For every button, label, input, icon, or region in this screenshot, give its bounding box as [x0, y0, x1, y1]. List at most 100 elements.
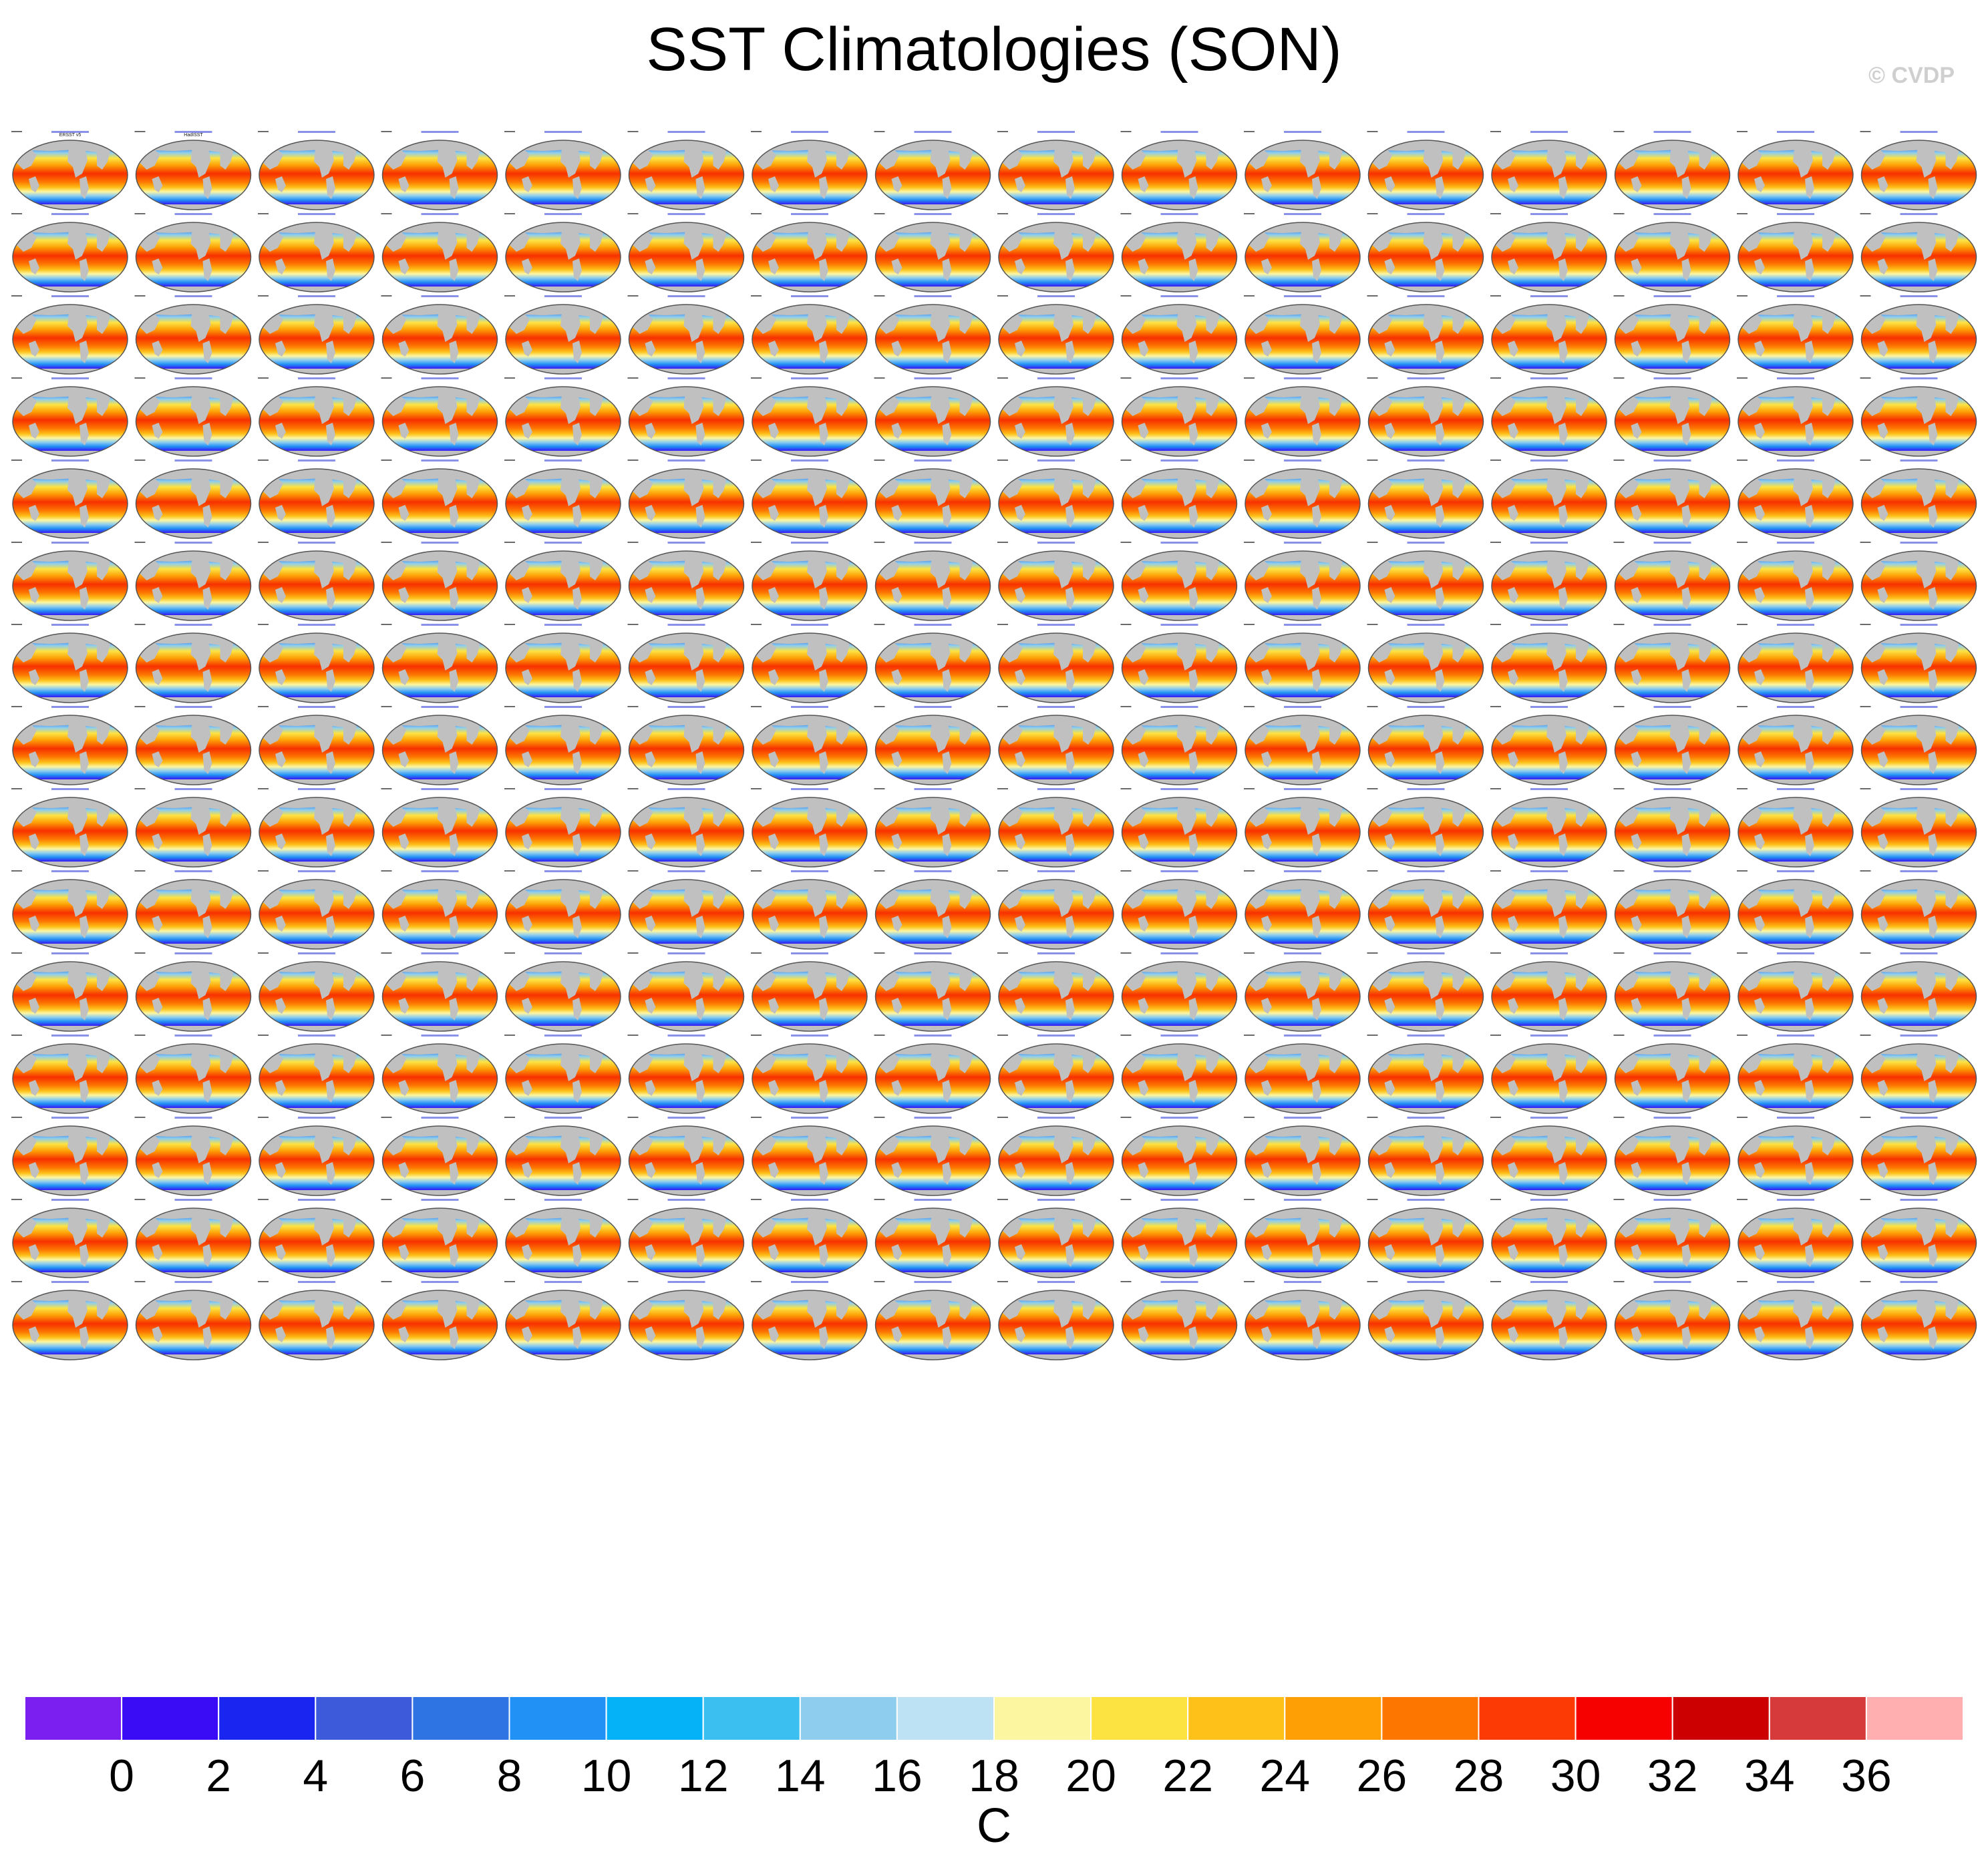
map-panel [1120, 1199, 1237, 1278]
map-panel [134, 1199, 251, 1278]
panel-side-mark [1120, 377, 1132, 379]
panel-side-mark [874, 1281, 885, 1282]
panel-side-mark [1490, 624, 1501, 625]
map-panel [1860, 131, 1977, 210]
colorbar-swatch [1090, 1696, 1189, 1741]
panel-caption-mark [1160, 459, 1198, 461]
colorbar-swatch [315, 1696, 413, 1741]
panel-caption-mark [544, 1117, 582, 1119]
panel-caption-mark [1653, 952, 1691, 954]
map-panel [1244, 131, 1360, 210]
panel-caption-mark [174, 952, 212, 954]
panel-caption-mark [1900, 542, 1938, 544]
map-panel [258, 459, 374, 538]
panel-caption-mark [298, 624, 335, 626]
panel-caption-mark [1653, 213, 1691, 215]
map-panel [504, 213, 621, 292]
panel-side-mark [504, 870, 515, 872]
map-panel [1613, 870, 1730, 949]
panel-side-mark [751, 1035, 762, 1036]
map-panel [627, 459, 744, 538]
map-panel [751, 870, 867, 949]
map-panel [134, 377, 251, 456]
panel-side-mark [1613, 706, 1625, 707]
panel-side-mark [751, 1117, 762, 1118]
panel-side-mark [11, 377, 22, 379]
panel-side-mark [627, 1281, 639, 1282]
map-panel [134, 213, 251, 292]
panel-side-mark [1120, 542, 1132, 543]
panel-side-mark [1244, 131, 1255, 132]
map-panel [1613, 1117, 1730, 1195]
panel-caption-mark [544, 952, 582, 954]
map-panel [11, 952, 128, 1031]
panel-side-mark [874, 706, 885, 707]
colorbar-swatch [896, 1696, 995, 1741]
panel-side-mark [627, 624, 639, 625]
map-panel [1367, 377, 1484, 456]
map-panel [627, 870, 744, 949]
panel-side-mark [1244, 1199, 1255, 1200]
panel-side-mark [1613, 213, 1625, 214]
panel-caption-mark [298, 542, 335, 544]
panel-caption-mark [914, 131, 952, 133]
panel-side-mark [1860, 377, 1871, 379]
map-panel [258, 952, 374, 1031]
panel-caption-mark [1900, 1117, 1938, 1119]
map-panel [997, 1035, 1114, 1113]
map-panel [504, 624, 621, 703]
panel-side-mark [504, 1117, 515, 1118]
panel-side-mark [134, 788, 146, 789]
panel-caption-mark [51, 788, 89, 790]
map-panel [627, 295, 744, 374]
panel-caption-mark [1037, 542, 1075, 544]
panel-side-mark [751, 459, 762, 461]
panel-side-mark [1120, 213, 1132, 214]
panel-caption-mark [1037, 870, 1075, 872]
panel-side-mark [258, 377, 269, 379]
panel-caption-mark [1900, 213, 1938, 215]
panel-side-mark [997, 788, 1008, 789]
map-panel [11, 1117, 128, 1195]
panel-caption-mark [1160, 295, 1198, 297]
panel-caption-mark [298, 459, 335, 461]
panel-caption-mark [544, 706, 582, 708]
map-panel [504, 377, 621, 456]
panel-caption-mark [1284, 1117, 1321, 1119]
map-panel [504, 542, 621, 620]
panel-caption-mark [1037, 295, 1075, 297]
panel-side-mark [1367, 788, 1378, 789]
map-panel [1367, 788, 1484, 867]
panel-side-mark [997, 213, 1008, 214]
map-panel [1613, 295, 1730, 374]
panel-caption-mark [1900, 377, 1938, 379]
panel-side-mark [997, 706, 1008, 707]
panel-caption-mark [914, 1117, 952, 1119]
map-panel [1613, 213, 1730, 292]
colorbar-unit-label: C [977, 1799, 1011, 1853]
map-panel [11, 131, 128, 210]
map-panel [504, 1117, 621, 1195]
panel-side-mark [258, 1035, 269, 1036]
panel-caption-mark [1900, 459, 1938, 461]
map-panel [1244, 1281, 1360, 1360]
map-panel [258, 542, 374, 620]
panel-side-mark [258, 459, 269, 461]
panel-caption-mark [914, 377, 952, 379]
panel-side-mark [874, 295, 885, 297]
panel-side-mark [504, 624, 515, 625]
panel-caption-mark [1160, 624, 1198, 626]
panel-side-mark [134, 624, 146, 625]
map-panel [1120, 706, 1237, 785]
colorbar-swatch [799, 1696, 898, 1741]
panel-side-mark [1244, 1117, 1255, 1118]
panel-caption-mark [298, 870, 335, 872]
panel-side-mark [134, 1117, 146, 1118]
colorbar-tick-label: 14 [775, 1750, 826, 1801]
panel-side-mark [1120, 1281, 1132, 1282]
map-panel [751, 1199, 867, 1278]
panel-side-mark [1244, 542, 1255, 543]
map-panel [874, 295, 991, 374]
map-panel [1860, 1035, 1977, 1113]
map-panel [751, 952, 867, 1031]
